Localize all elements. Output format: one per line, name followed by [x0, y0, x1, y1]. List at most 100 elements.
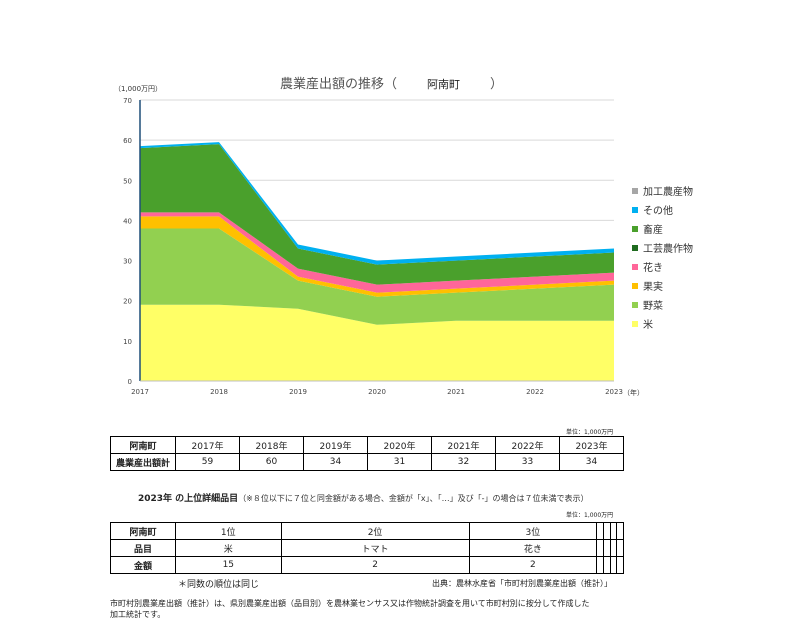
rank-cell: 1位 [175, 522, 282, 540]
legend-item: 米 [632, 314, 693, 333]
legend-item: 工芸農作物 [632, 238, 693, 257]
legend-swatch [632, 301, 638, 308]
amount-cell: 2 [468, 556, 598, 574]
rank-cell: 3位 [468, 522, 598, 540]
legend-label: 加工農産物 [643, 187, 693, 198]
y-tick-label: 50 [123, 177, 132, 185]
legend-swatch [632, 320, 638, 327]
legend-item: 野菜 [632, 295, 693, 314]
value-cell: 33 [495, 453, 560, 471]
value-cell: 59 [175, 453, 240, 471]
y-tick-label: 60 [123, 137, 132, 145]
area-series-野菜 [140, 228, 614, 325]
x-tick-label: 2020 [368, 388, 386, 396]
description-line-1: 市町村別農業産出額（推計）は、県別農業産出額（品目別）を農林業センサス又は作物統… [110, 599, 590, 608]
amount-cell: 2 [280, 556, 470, 574]
value-cell: 60 [239, 453, 304, 471]
amount-cell [602, 556, 611, 574]
legend-item: 花き [632, 257, 693, 276]
item-cell [616, 539, 624, 557]
value-cell: 32 [431, 453, 496, 471]
amount-cell [596, 556, 604, 574]
year-cell: 2018年 [239, 436, 304, 454]
description-line-2: 加工統計です。 [110, 610, 166, 619]
area-series-果実 [140, 216, 614, 297]
x-axis-unit: （年） [623, 389, 644, 397]
amount-cell [609, 556, 618, 574]
legend-label: 米 [643, 320, 653, 331]
year-cell: 2020年 [367, 436, 432, 454]
y-tick-label: 20 [123, 298, 132, 306]
y-tick-label: 40 [123, 217, 132, 225]
year-cell: 2021年 [431, 436, 496, 454]
area-series-米 [140, 304, 614, 381]
y-tick-label: 0 [128, 378, 132, 386]
rank-cell: 2位 [280, 522, 470, 540]
x-tick-label: 2017 [131, 388, 149, 396]
legend-label: 工芸農作物 [643, 244, 693, 255]
legend-label: 畜産 [643, 225, 663, 236]
y-tick-label: 10 [123, 338, 132, 346]
section-note: （※８位以下に７位と同金額がある場合、金額が「x」、「…」及び「-」の場合は７位… [238, 494, 589, 503]
table-header-label: 阿南町 [110, 522, 176, 540]
item-cell [596, 539, 604, 557]
table-row: 品目 米 トマト 花き [110, 539, 624, 557]
y-axis-unit: （1,000万円） [114, 85, 163, 93]
x-tick-label: 2023 [605, 388, 623, 396]
section-heading: 2023年 の上位詳細品目（※８位以下に７位と同金額がある場合、金額が「x」、「… [138, 491, 589, 504]
year-cell: 2022年 [495, 436, 560, 454]
x-tick-label: 2021 [447, 388, 465, 396]
year-cell: 2017年 [175, 436, 240, 454]
item-cell: 花き [468, 539, 598, 557]
rank-cell [602, 522, 611, 540]
section-title: 2023年 の上位詳細品目 [138, 494, 239, 504]
legend-label: 野菜 [643, 301, 663, 312]
chart-title-text: 農業産出額の推移（ [280, 77, 398, 92]
row-label: 農業産出額計 [110, 453, 176, 471]
production-table: 阿南町 2017年 2018年 2019年 2020年 2021年 2022年 … [110, 436, 624, 471]
legend-swatch [632, 263, 638, 270]
chart-title-close: ） [490, 77, 504, 92]
year-cell: 2019年 [303, 436, 368, 454]
legend-swatch [632, 244, 638, 251]
table1-unit-note: 単位：1,000万円 [566, 429, 614, 436]
rank-note: ＊同数の順位は同じ [178, 580, 260, 590]
y-tick-labels: 0 10 20 30 40 50 60 70 [123, 97, 132, 386]
rank-cell [616, 522, 624, 540]
item-label: 品目 [110, 539, 176, 557]
area-series-畜産 [140, 144, 614, 285]
legend-swatch [632, 187, 638, 194]
amount-label: 金額 [110, 556, 176, 574]
legend-label: 花き [643, 263, 663, 274]
item-cell: 米 [175, 539, 282, 557]
amount-cell [616, 556, 624, 574]
legend-swatch [632, 225, 638, 232]
x-tick-label: 2022 [526, 388, 544, 396]
item-cell [609, 539, 618, 557]
rank-cell [596, 522, 604, 540]
rank-cell [609, 522, 618, 540]
table-row: 農業産出額計 59 60 34 31 32 33 34 [110, 453, 624, 471]
area-series-その他 [140, 142, 614, 265]
top-items-table: 阿南町 1位 2位 3位 品目 米 トマト 花き 金額 15 2 2 [110, 522, 624, 574]
legend-label: 果実 [643, 282, 663, 293]
chart-title-town: 阿南町 [427, 78, 461, 91]
item-cell: トマト [280, 539, 470, 557]
table2-unit-note: 単位：1,000万円 [566, 512, 614, 519]
x-tick-labels: 2017 2018 2019 2020 2021 2022 2023 [131, 388, 623, 396]
legend-item: 果実 [632, 276, 693, 295]
area-chart: 0 10 20 30 40 50 60 70 2017 2018 2019 2020 2021 2022… [123, 97, 623, 396]
table-header-label: 阿南町 [110, 436, 176, 454]
x-tick-label: 2018 [210, 388, 228, 396]
legend-swatch [632, 282, 638, 289]
legend-item: その他 [632, 200, 693, 219]
value-cell: 34 [303, 453, 368, 471]
legend-label: その他 [643, 206, 673, 217]
legend-swatch [632, 206, 638, 213]
value-cell: 31 [367, 453, 432, 471]
y-tick-label: 30 [123, 258, 132, 266]
legend-item: 畜産 [632, 219, 693, 238]
chart-legend: 加工農産物その他畜産工芸農作物花き果実野菜米 [632, 181, 693, 333]
chart-areas [140, 142, 614, 381]
y-tick-label: 70 [123, 97, 132, 105]
